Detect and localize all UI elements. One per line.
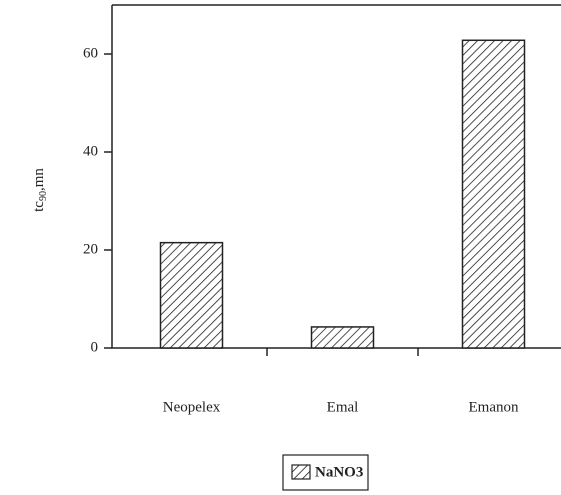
y-label-base: tc [31, 201, 47, 212]
y-label-subscript: 90 [38, 191, 49, 201]
legend-swatch [291, 464, 311, 480]
y-tick-label: 20 [83, 241, 98, 257]
legend-label: NaNO3 [315, 464, 363, 480]
bar [159, 241, 224, 349]
y-axis-label: tc90,mn [31, 168, 49, 212]
x-tick-label: Emal [327, 399, 359, 415]
y-tick-label: 40 [83, 143, 98, 159]
bar [310, 326, 375, 349]
y-tick-label: 0 [91, 339, 99, 355]
legend: NaNO3 [282, 454, 369, 491]
y-tick-label: 60 [83, 45, 98, 61]
bar [461, 39, 526, 349]
y-label-suffix: ,mn [31, 168, 47, 191]
x-tick-label: Emanon [469, 399, 519, 415]
x-tick-label: Neopelex [163, 399, 221, 415]
